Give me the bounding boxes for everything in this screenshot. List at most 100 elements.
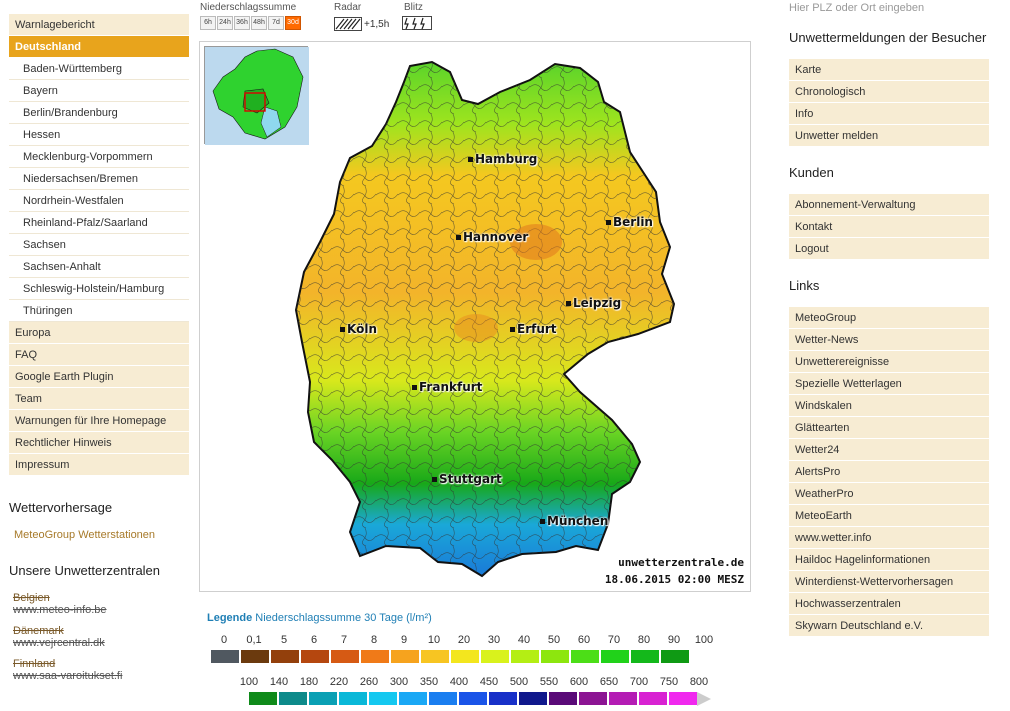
legend-row1-swatches [211, 650, 691, 663]
legend-label: 40 [517, 634, 531, 646]
region-item-nordrhein-westfalen[interactable]: Nordrhein-Westfalen [9, 190, 189, 212]
center-finnland[interactable]: Finnland www.saa-varoitukset.fi [9, 658, 189, 683]
legend-label: 10 [427, 634, 441, 646]
legend-label: 700 [629, 676, 649, 688]
legend-row1-swatch-9 [481, 650, 509, 663]
more-menu-list: Europa FAQ Google Earth Plugin Team Warnunge… [9, 322, 189, 476]
menu-faq[interactable]: FAQ [9, 344, 189, 366]
customer-link-abonnement-verwaltung[interactable]: Abonnement-Verwaltung [789, 194, 989, 216]
precipitation-map[interactable]: Hamburg Berlin Hannover Leipzig Köln Erf… [199, 41, 751, 592]
legend-row2-swatch-1 [279, 692, 307, 705]
period-button-36h[interactable]: 36h [234, 16, 250, 30]
radar-button[interactable]: +1,5h [334, 16, 396, 32]
europe-overview-map[interactable] [204, 46, 309, 145]
legend-row1-swatch-3 [301, 650, 329, 663]
visitor-link-chronologisch[interactable]: Chronologisch [789, 81, 989, 103]
legend-label: 80 [637, 634, 651, 646]
legend-row2-swatch-13 [639, 692, 667, 705]
link-www-wetter-info[interactable]: www.wetter.info [789, 527, 989, 549]
period-button-24h[interactable]: 24h [217, 16, 233, 30]
radar-value: +1,5h [364, 18, 390, 30]
link-meteoearth[interactable]: MeteoEarth [789, 505, 989, 527]
period-button-48h[interactable]: 48h [251, 16, 267, 30]
meteogroup-stations-link[interactable]: MeteoGroup Wetterstationen [14, 529, 156, 541]
legend-label: 0,1 [246, 634, 262, 646]
link-alertspro[interactable]: AlertsPro [789, 461, 989, 483]
link-windskalen[interactable]: Windskalen [789, 395, 989, 417]
menu-rechtlicher-hinweis[interactable]: Rechtlicher Hinweis [9, 432, 189, 454]
region-item-bayern[interactable]: Bayern [9, 80, 189, 102]
link-unwetterereignisse[interactable]: Unwetterereignisse [789, 351, 989, 373]
legend-row2-swatch-9 [519, 692, 547, 705]
customer-link-logout[interactable]: Logout [789, 238, 989, 260]
legend-row1-swatch-11 [541, 650, 569, 663]
legend-row1-swatch-14 [631, 650, 659, 663]
region-item-niedersachsen-bremen[interactable]: Niedersachsen/Bremen [9, 168, 189, 190]
link-glaettearten[interactable]: Glättearten [789, 417, 989, 439]
legend-row1-swatch-7 [421, 650, 449, 663]
visitor-link-info[interactable]: Info [789, 103, 989, 125]
city-label-koeln: Köln [340, 322, 377, 336]
link-winterdienst-wettervorhersagen[interactable]: Winterdienst-Wettervorhersagen [789, 571, 989, 593]
region-item-mecklenburg-vorpommern[interactable]: Mecklenburg-Vorpommern [9, 146, 189, 168]
visitor-link-unwetter-melden[interactable]: Unwetter melden [789, 125, 989, 147]
blitz-button[interactable] [402, 16, 434, 32]
period-buttons: 6h 24h 36h 48h 7d 30d [200, 16, 301, 30]
legend-row2-swatch-14 [669, 692, 697, 705]
menu-google-earth-plugin[interactable]: Google Earth Plugin [9, 366, 189, 388]
region-item-rheinland-pfalz-saarland[interactable]: Rheinland-Pfalz/Saarland [9, 212, 189, 234]
link-wetter24[interactable]: Wetter24 [789, 439, 989, 461]
menu-team[interactable]: Team [9, 388, 189, 410]
legend-row2-swatch-6 [429, 692, 457, 705]
legend-row2-swatch-5 [399, 692, 427, 705]
link-weatherpro[interactable]: WeatherPro [789, 483, 989, 505]
legend-row1-swatch-1 [241, 650, 269, 663]
legend-label: 350 [419, 676, 439, 688]
menu-warnlagebericht[interactable]: Warnlagebericht [9, 14, 189, 36]
period-button-6h[interactable]: 6h [200, 16, 216, 30]
region-item-hessen[interactable]: Hessen [9, 124, 189, 146]
map-credit: unwetterzentrale.de [618, 556, 744, 569]
map-controls: Niederschlagssumme Radar Blitz 6h 24h 36h 4… [200, 2, 440, 36]
link-hochwasserzentralen[interactable]: Hochwasserzentralen [789, 593, 989, 615]
region-item-schleswig-holstein-hamburg[interactable]: Schleswig-Holstein/Hamburg [9, 278, 189, 300]
menu-deutschland[interactable]: Deutschland [9, 36, 189, 58]
city-marker [566, 301, 571, 306]
region-item-sachsen-anhalt[interactable]: Sachsen-Anhalt [9, 256, 189, 278]
center-url: www.vejrcentral.dk [13, 637, 105, 649]
region-item-berlin-brandenburg[interactable]: Berlin/Brandenburg [9, 102, 189, 124]
customer-link-kontakt[interactable]: Kontakt [789, 216, 989, 238]
menu-impressum[interactable]: Impressum [9, 454, 189, 476]
center-daenemark[interactable]: Dänemark www.vejrcentral.dk [9, 625, 189, 650]
menu-europa[interactable]: Europa [9, 322, 189, 344]
radar-icon [334, 17, 362, 31]
legend-row1-swatch-15 [661, 650, 689, 663]
link-meteogroup[interactable]: MeteoGroup [789, 307, 989, 329]
legend-label: 220 [329, 676, 349, 688]
region-item-sachsen[interactable]: Sachsen [9, 234, 189, 256]
customers-list: Abonnement-Verwaltung Kontakt Logout [789, 194, 989, 260]
city-label-muenchen: München [540, 514, 608, 528]
visitor-link-karte[interactable]: Karte [789, 59, 989, 81]
period-button-7d[interactable]: 7d [268, 16, 284, 30]
link-haildoc-hagelinformationen[interactable]: Haildoc Hagelinformationen [789, 549, 989, 571]
legend-label: 100 [694, 634, 714, 646]
centers-list: Belgien www.meteo-info.be Dänemark www.vejr… [9, 592, 189, 683]
center-belgien[interactable]: Belgien www.meteo-info.be [9, 592, 189, 617]
precip-label: Niederschlagssumme [200, 2, 297, 13]
region-item-baden-wuerttemberg[interactable]: Baden-Württemberg [9, 58, 189, 80]
city-marker [456, 235, 461, 240]
plz-search-input[interactable]: Hier PLZ oder Ort eingeben [789, 2, 925, 14]
link-spezielle-wetterlagen[interactable]: Spezielle Wetterlagen [789, 373, 989, 395]
region-item-thueringen[interactable]: Thüringen [9, 300, 189, 322]
legend-row2-swatch-3 [339, 692, 367, 705]
legend-row1-swatch-13 [601, 650, 629, 663]
legend-label: 140 [269, 676, 289, 688]
radar-label: Radar [334, 2, 362, 13]
link-skywarn-deutschland-e-v[interactable]: Skywarn Deutschland e.V. [789, 615, 989, 637]
legend-label: 7 [340, 634, 348, 646]
link-wetter-news[interactable]: Wetter-News [789, 329, 989, 351]
legend-row2-swatch-0 [249, 692, 277, 705]
menu-warnungen-fuer-ihre-homepage[interactable]: Warnungen für Ihre Homepage [9, 410, 189, 432]
period-button-30d[interactable]: 30d [285, 16, 301, 30]
